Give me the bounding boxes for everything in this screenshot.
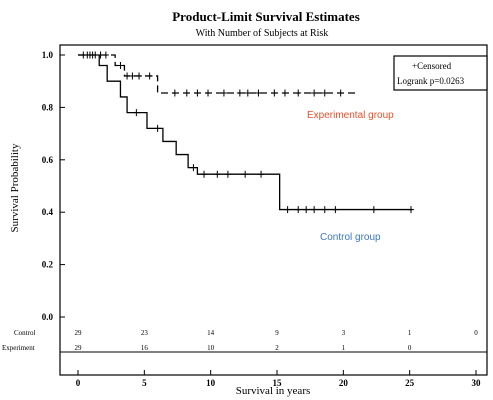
annotation-control: Control group <box>320 232 381 243</box>
censored-mark <box>89 51 96 59</box>
risk-count: 23 <box>141 329 149 337</box>
censored-mark <box>201 170 208 178</box>
censored-mark <box>332 206 339 214</box>
plot-frame <box>59 44 488 376</box>
x-tick-label: 30 <box>472 378 482 388</box>
annotation-experimental: Experimental group <box>307 110 394 121</box>
censored-mark <box>244 89 251 97</box>
series-experimental <box>78 51 357 97</box>
censored-mark <box>183 89 190 97</box>
survival-curve <box>78 54 357 94</box>
y-tick-label: 0.4 <box>42 207 54 217</box>
y-tick-label: 0.8 <box>42 102 54 112</box>
x-tick-label: 5 <box>142 378 147 388</box>
x-tick-label: 15 <box>273 378 283 388</box>
risk-count: 29 <box>75 329 83 337</box>
y-tick-label: 0.0 <box>42 312 54 322</box>
censored-mark <box>146 72 153 80</box>
censored-mark <box>220 89 227 97</box>
risk-row-label: Control <box>14 329 35 337</box>
censored-mark <box>295 89 302 97</box>
x-tick-label: 25 <box>405 378 415 388</box>
series-layer <box>78 51 414 214</box>
risk-count: 10 <box>207 344 215 352</box>
censored-mark <box>337 89 344 97</box>
risk-count: 1 <box>342 344 346 352</box>
plot-border <box>59 44 488 376</box>
risk-row-label: Experiment <box>2 344 35 352</box>
censored-mark <box>321 206 328 214</box>
censored-mark <box>190 164 197 172</box>
risk-count: 0 <box>408 344 412 352</box>
censored-mark <box>407 206 414 214</box>
x-tick-label: 20 <box>339 378 349 388</box>
series-control <box>78 51 414 214</box>
censored-mark <box>236 89 243 97</box>
risk-count: 14 <box>207 329 215 337</box>
axes: 0.00.20.40.60.81.00 5 10 15 20 25 30 <box>42 50 481 388</box>
censored-mark <box>258 170 265 178</box>
censored-mark <box>370 206 377 214</box>
x-axis-label: Survival in years <box>236 385 311 397</box>
legend-box: +Censored Logrank p=0.0263 <box>393 55 488 91</box>
censored-mark <box>154 124 161 132</box>
chart-title: Product-Limit Survival Estimates <box>172 9 360 24</box>
x-tick-label: 10 <box>206 378 216 388</box>
censored-mark <box>311 206 318 214</box>
censored-mark <box>281 89 288 97</box>
censored-mark <box>84 51 91 59</box>
censored-mark <box>255 89 262 97</box>
censored-mark <box>295 206 302 214</box>
risk-count: 1 <box>408 329 412 337</box>
legend-logrank: Logrank p=0.0263 <box>397 76 465 86</box>
y-tick-label: 1.0 <box>42 50 54 60</box>
censored-mark <box>224 170 231 178</box>
legend-censored: +Censored <box>412 61 452 71</box>
censored-mark <box>124 72 131 80</box>
risk-count: 0 <box>474 329 478 337</box>
censored-mark <box>136 72 143 80</box>
y-tick-label: 0.2 <box>42 260 54 270</box>
survival-curve <box>78 54 413 211</box>
censored-mark <box>214 170 221 178</box>
risk-count: 16 <box>141 344 149 352</box>
censored-mark <box>133 109 140 117</box>
censored-mark <box>102 51 109 59</box>
censored-mark <box>117 61 124 69</box>
censored-mark <box>284 206 291 214</box>
censored-mark <box>129 72 136 80</box>
risk-count: 9 <box>275 329 279 337</box>
censored-mark <box>194 89 201 97</box>
censored-mark <box>242 170 249 178</box>
censored-mark <box>303 206 310 214</box>
y-tick-label: 0.6 <box>42 155 54 165</box>
censored-mark <box>311 89 318 97</box>
x-tick-label: 0 <box>76 378 81 388</box>
censored-mark <box>171 89 178 97</box>
y-axis-label: Survival Probability <box>9 143 21 232</box>
censored-mark <box>321 89 328 97</box>
censored-mark <box>271 89 278 97</box>
risk-count: 3 <box>342 329 346 337</box>
censored-mark <box>205 89 212 97</box>
risk-count: 2 <box>275 344 279 352</box>
chart-subtitle: With Number of Subjects at Risk <box>196 28 329 39</box>
risk-count: 29 <box>75 344 83 352</box>
